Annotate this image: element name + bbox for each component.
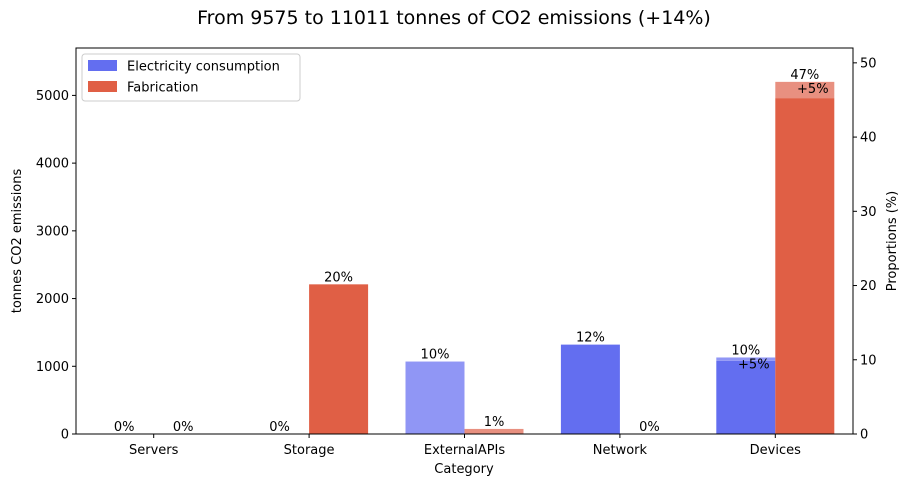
- y-tick-label: 5000: [36, 89, 69, 104]
- x-axis-label: Category: [434, 462, 494, 477]
- bar-electricity: [716, 360, 776, 434]
- y-tick-label: 4000: [36, 157, 69, 172]
- data-label: 0%: [173, 420, 194, 435]
- bar-growth-fabrication: [775, 81, 835, 99]
- legend-box: [81, 53, 301, 102]
- data-label: 47%: [790, 68, 819, 83]
- bar-electricity: [560, 344, 620, 434]
- y-tick-label: 0: [61, 428, 69, 443]
- y2-axis-label: Proportions (%): [885, 191, 900, 291]
- y2-tick-label: 30: [860, 205, 877, 220]
- plot-frame: [75, 47, 854, 435]
- data-label: 10%: [421, 348, 450, 363]
- x-axis: Servers Storage ExternalAPIs Network Devices: [129, 434, 801, 458]
- x-tick-label: Storage: [284, 443, 335, 458]
- y2-tick-label: 40: [860, 131, 877, 146]
- growth-label: +5%: [797, 82, 829, 97]
- x-tick-label: ExternalAPIs: [424, 443, 506, 458]
- legend-swatch-fabrication: [88, 81, 117, 92]
- y-tick-label: 3000: [36, 224, 69, 239]
- data-label: 20%: [324, 270, 353, 285]
- data-label: 12%: [576, 331, 605, 346]
- legend-swatch-electricity: [88, 60, 117, 71]
- y2-tick-label: 10: [860, 353, 877, 368]
- data-label: 0%: [639, 420, 660, 435]
- bars-group: [309, 81, 835, 435]
- bar-fabrication: [464, 428, 524, 434]
- bar-electricity: [405, 361, 465, 434]
- bar-growth-electricity: [716, 357, 776, 361]
- legend-label-fabrication: Fabrication: [127, 81, 198, 96]
- legend-label-electricity: Electricity consumption: [127, 60, 280, 75]
- x-tick-label: Network: [593, 443, 648, 458]
- y-tick-label: 2000: [36, 292, 69, 307]
- y2-tick-label: 20: [860, 279, 877, 294]
- legend: Electricity consumption Fabrication: [81, 53, 301, 102]
- y2-axis: 0 10 20 30 40 50: [853, 56, 877, 443]
- y2-tick-label: 0: [860, 428, 868, 443]
- data-label: 0%: [269, 420, 290, 435]
- chart-title: From 9575 to 11011 tonnes of CO2 emissio…: [197, 7, 711, 29]
- data-label: 0%: [114, 420, 135, 435]
- bar-fabrication: [309, 284, 369, 434]
- data-label: 1%: [484, 415, 505, 430]
- x-tick-label: Devices: [750, 443, 801, 458]
- y-axis-label: tonnes CO2 emissions: [10, 169, 25, 314]
- y2-tick-label: 50: [860, 56, 877, 71]
- y-tick-label: 1000: [36, 360, 69, 375]
- data-label: 10%: [731, 343, 760, 358]
- data-labels-group: 0% 0% 0%20%10%1%12%0%10%+5%47%+5%: [114, 68, 829, 435]
- growth-label: +5%: [738, 357, 770, 372]
- x-tick-label: Servers: [129, 443, 179, 458]
- y-axis: 0 1000 2000 3000 4000 5000: [36, 89, 76, 443]
- bar-fabrication: [775, 98, 835, 435]
